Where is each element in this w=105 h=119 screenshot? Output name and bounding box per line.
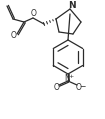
Text: +: +: [68, 74, 73, 79]
Text: N: N: [68, 2, 76, 10]
Text: O: O: [76, 84, 82, 92]
Text: −: −: [79, 82, 86, 92]
Text: O: O: [31, 9, 36, 18]
Text: O: O: [54, 84, 60, 92]
Text: O: O: [11, 32, 16, 40]
Text: N: N: [64, 74, 70, 83]
